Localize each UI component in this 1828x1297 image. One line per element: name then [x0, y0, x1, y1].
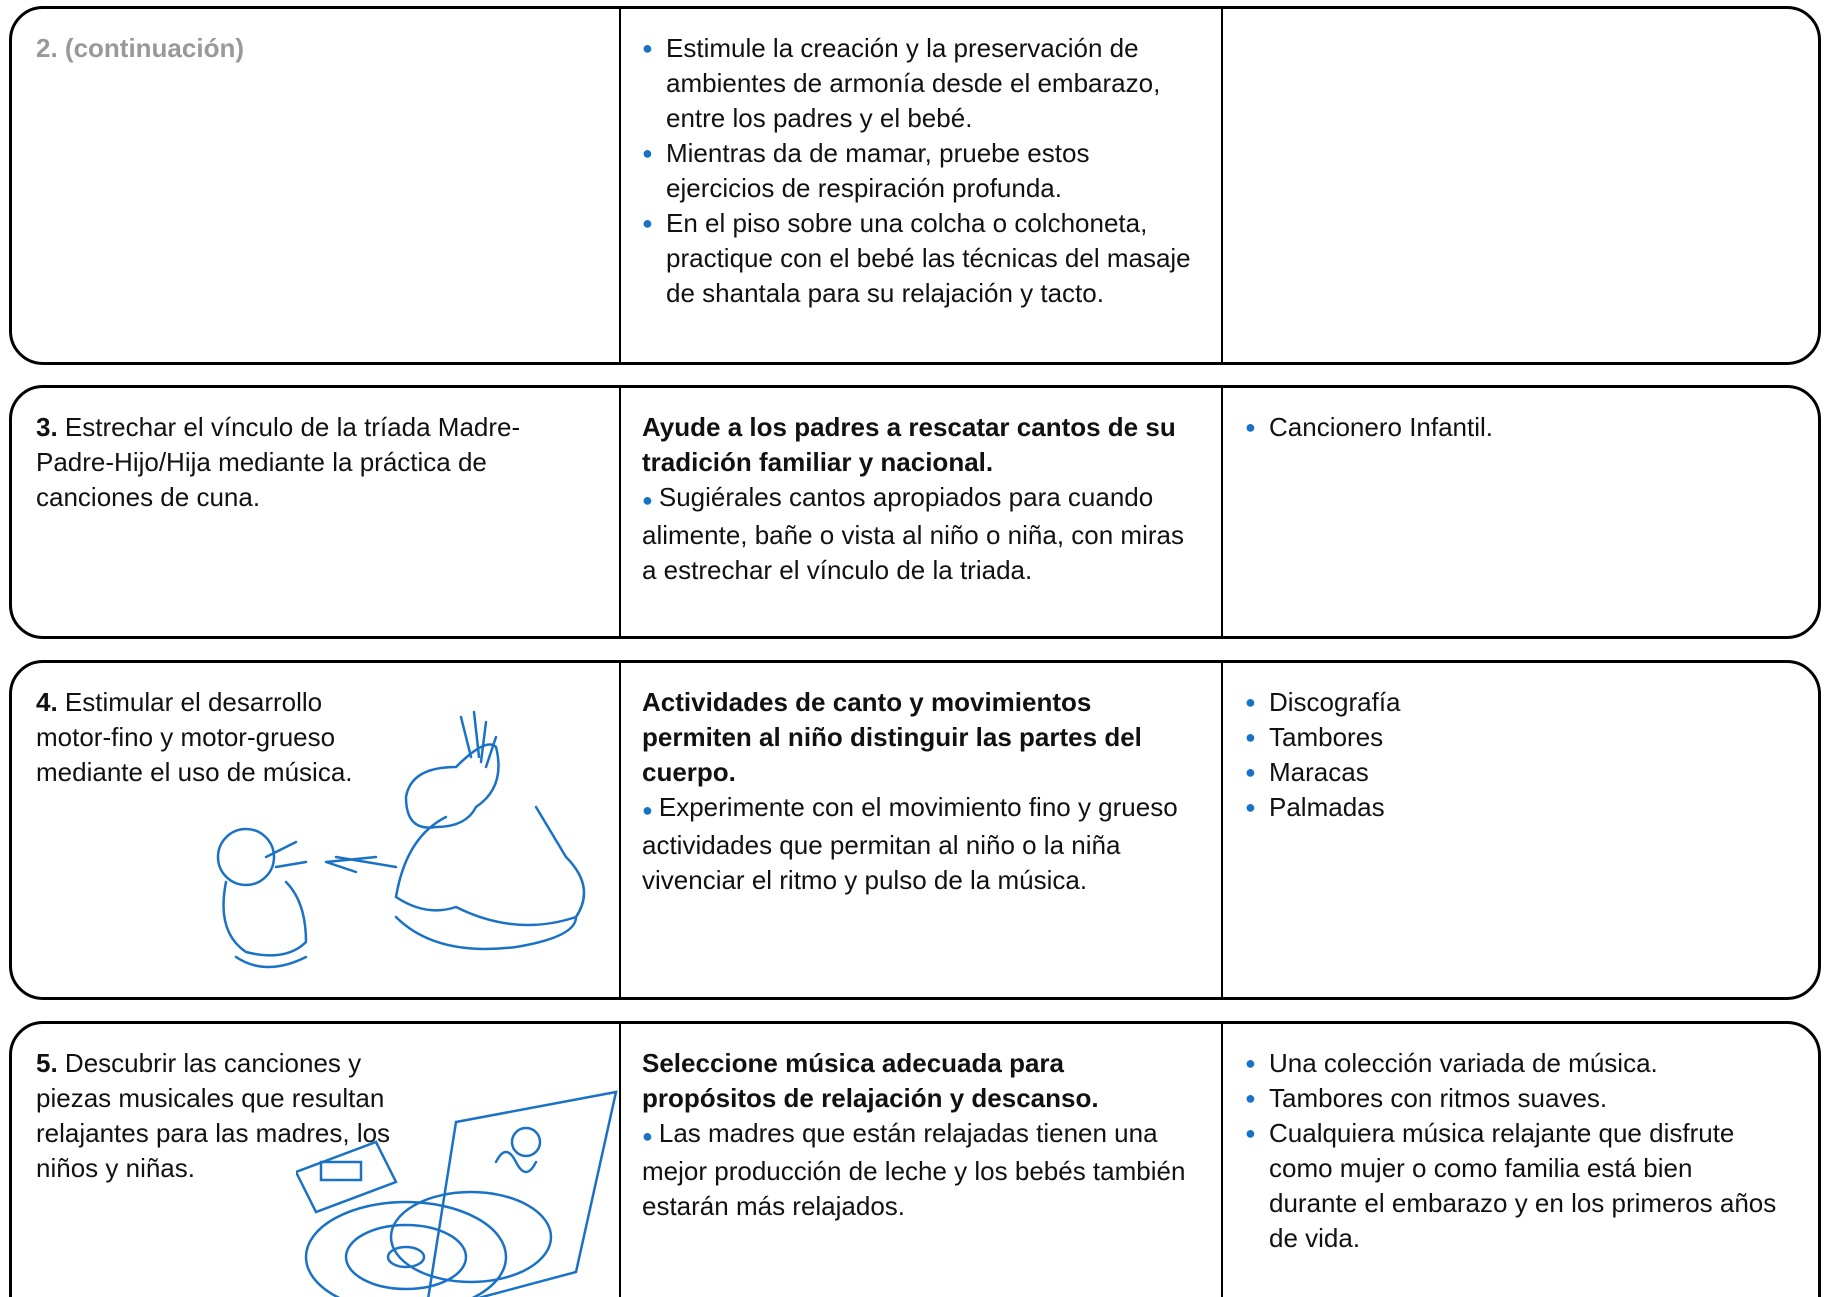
resource-item: Cualquiera música relajante que disfrute…: [1245, 1116, 1785, 1256]
column-divider: [1221, 1024, 1223, 1297]
strategy: Estimule la creación y la preservación d…: [642, 31, 1202, 311]
column-divider: [1221, 388, 1223, 636]
objective-number: 5.: [36, 1048, 58, 1078]
objective: 2. (continuación): [36, 31, 596, 66]
objective-description: Estimular el desarrollo motor-fino y mot…: [36, 687, 353, 787]
table-row: 5. Descubrir las canciones y piezas musi…: [9, 1021, 1821, 1297]
resources: DiscografíaTamboresMaracasPalmadas: [1245, 685, 1785, 825]
resource-item: Tambores con ritmos suaves.: [1245, 1081, 1785, 1116]
strategy-paragraph: Las madres que están relajadas tienen un…: [642, 1116, 1202, 1224]
strategy: Actividades de canto y movimientos permi…: [642, 685, 1202, 898]
table-row: 2. (continuación) Estimule la creación y …: [9, 6, 1821, 365]
resource-list: Cancionero Infantil.: [1245, 410, 1785, 445]
objective-number: 4.: [36, 687, 58, 717]
column-divider: [1221, 9, 1223, 362]
strategy-item: Estimule la creación y la preservación d…: [642, 31, 1202, 136]
column-divider: [619, 388, 621, 636]
column-divider: [619, 9, 621, 362]
resource-item: Maracas: [1245, 755, 1785, 790]
strategy-item: En el piso sobre una colcha o colchoneta…: [642, 206, 1202, 311]
objective-text: 3. Estrechar el vínculo de la tríada Mad…: [36, 410, 596, 515]
resources: Una colección variada de música.Tambores…: [1245, 1046, 1785, 1256]
objective-text: 4. Estimular el desarrollo motor-fino y …: [36, 685, 396, 790]
objective: 3. Estrechar el vínculo de la tríada Mad…: [36, 410, 596, 515]
column-divider: [1221, 663, 1223, 997]
objective-text: 5. Descubrir las canciones y piezas musi…: [36, 1046, 396, 1186]
resource-item: Palmadas: [1245, 790, 1785, 825]
strategy-heading: Actividades de canto y movimientos permi…: [642, 687, 1142, 787]
objective-description: Descubrir las canciones y piezas musical…: [36, 1048, 391, 1183]
strategy-item: Mientras da de mamar, pruebe estos ejerc…: [642, 136, 1202, 206]
strategy-paragraph: Experimente con el movimiento fino y gru…: [642, 790, 1202, 898]
objective-number: 3.: [36, 412, 58, 442]
objective: 5. Descubrir las canciones y piezas musi…: [36, 1046, 618, 1297]
strategy: Ayude a los padres a rescatar cantos de …: [642, 410, 1202, 588]
illustration: [296, 1090, 618, 1297]
objective-description: Estrechar el vínculo de la tríada Madre-…: [36, 412, 521, 512]
table-row: 4. Estimular el desarrollo motor-fino y …: [9, 660, 1821, 1000]
strategy-list: Estimule la creación y la preservación d…: [642, 31, 1202, 311]
resource-list: DiscografíaTamboresMaracasPalmadas: [1245, 685, 1785, 825]
illustration: [216, 710, 586, 969]
resource-item: Cancionero Infantil.: [1245, 410, 1785, 445]
strategy: Seleccione música adecuada para propósit…: [642, 1046, 1202, 1224]
strategy-heading: Seleccione música adecuada para propósit…: [642, 1048, 1099, 1113]
column-divider: [619, 663, 621, 997]
column-divider: [619, 1024, 621, 1297]
resource-item: Tambores: [1245, 720, 1785, 755]
strategy-paragraph: Sugiérales cantos apropiados para cuando…: [642, 480, 1202, 588]
strategy-heading: Ayude a los padres a rescatar cantos de …: [642, 412, 1176, 477]
resource-list: Una colección variada de música.Tambores…: [1245, 1046, 1785, 1256]
resource-item: Una colección variada de música.: [1245, 1046, 1785, 1081]
resource-item: Discografía: [1245, 685, 1785, 720]
table-row: 3. Estrechar el vínculo de la tríada Mad…: [9, 385, 1821, 639]
objective: 4. Estimular el desarrollo motor-fino y …: [36, 685, 596, 969]
objective-label: 2. (continuación): [36, 33, 244, 63]
resources: Cancionero Infantil.: [1245, 410, 1785, 445]
